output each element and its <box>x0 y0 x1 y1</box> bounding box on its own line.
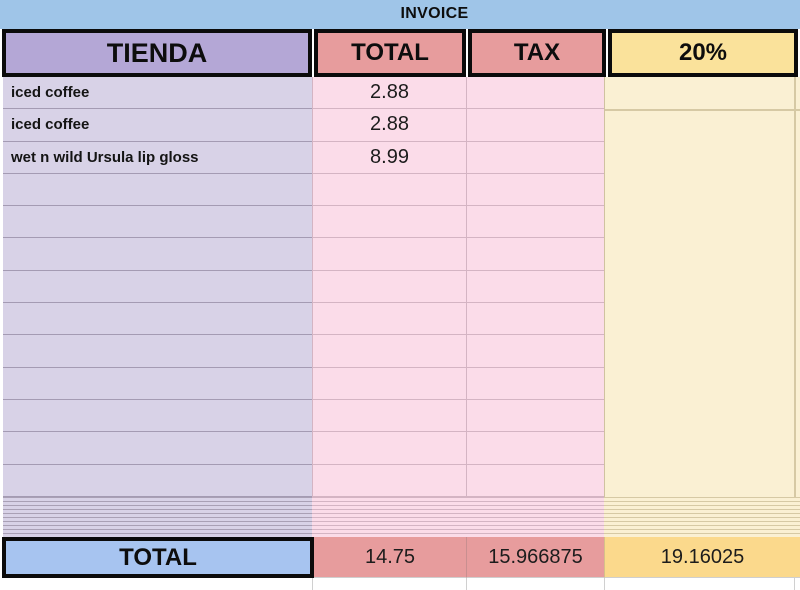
table-row: wet n wild Ursula lip gloss 8.99 <box>3 141 604 174</box>
cell-item-tax[interactable] <box>466 399 604 433</box>
header-cell-tax[interactable]: TAX <box>468 29 606 77</box>
table-row <box>3 335 604 368</box>
collapsed-rows-total[interactable] <box>312 497 466 537</box>
cell-item-total[interactable] <box>312 335 466 368</box>
cell-item-total[interactable] <box>312 399 466 433</box>
cell-item-total[interactable] <box>312 367 466 400</box>
gridline <box>794 77 796 537</box>
gridline <box>605 109 800 111</box>
summary-pct-cell[interactable]: 19.16025 <box>604 537 800 578</box>
table-row <box>3 206 604 239</box>
cell-item-tax[interactable] <box>466 77 604 110</box>
cell-item-total[interactable] <box>312 173 466 207</box>
cell-item-name[interactable] <box>3 464 312 497</box>
invoice-banner: INVOICE <box>0 0 800 29</box>
cell-item-tax[interactable] <box>466 206 604 239</box>
collapsed-rows-name[interactable] <box>3 497 312 537</box>
collapsed-rows-pct[interactable] <box>604 497 800 537</box>
header-cell-tienda[interactable]: TIENDA <box>2 29 312 77</box>
cell-item-name[interactable] <box>3 432 312 465</box>
cell-item-tax[interactable] <box>466 464 604 497</box>
cell-item-name[interactable] <box>3 206 312 239</box>
cell-item-tax[interactable] <box>466 335 604 368</box>
cell-item-tax[interactable] <box>466 238 604 271</box>
table-row <box>3 432 604 465</box>
summary-tax-cell[interactable]: 15.966875 <box>466 537 604 578</box>
cell-item-tax[interactable] <box>466 367 604 400</box>
cell-item-total[interactable]: 2.88 <box>312 109 466 142</box>
cell-item-total[interactable]: 8.99 <box>312 141 466 174</box>
cell-item-total[interactable] <box>312 270 466 304</box>
header-cell-pct[interactable]: 20% <box>608 29 798 77</box>
cell-item-tax[interactable] <box>466 141 604 174</box>
cell-item-tax[interactable] <box>466 270 604 304</box>
page-title: INVOICE <box>400 5 469 22</box>
summary-total-cell[interactable]: 14.75 <box>314 537 466 578</box>
gridline <box>794 578 795 590</box>
table-row: iced coffee 2.88 <box>3 77 604 110</box>
cell-item-total[interactable] <box>312 432 466 465</box>
spreadsheet-grid: iced coffee 2.88 iced coffee 2.88 wet n … <box>3 77 604 497</box>
cell-item-total[interactable] <box>312 238 466 271</box>
collapsed-rows-tax[interactable] <box>466 497 604 537</box>
table-row <box>3 238 604 271</box>
cell-item-name[interactable]: iced coffee <box>3 109 312 142</box>
cell-item-total[interactable] <box>312 464 466 497</box>
table-row <box>3 303 604 336</box>
cell-item-total[interactable]: 2.88 <box>312 77 466 110</box>
empty-row-below <box>0 578 800 590</box>
cell-item-name[interactable] <box>3 399 312 433</box>
cell-item-name[interactable] <box>3 270 312 304</box>
cell-item-name[interactable] <box>3 303 312 336</box>
cell-item-tax[interactable] <box>466 303 604 336</box>
table-row <box>3 367 604 400</box>
table-row: iced coffee 2.88 <box>3 109 604 142</box>
summary-row: TOTAL 14.75 15.966875 19.16025 <box>0 537 800 578</box>
cell-item-tax[interactable] <box>466 432 604 465</box>
cell-item-name[interactable]: wet n wild Ursula lip gloss <box>3 141 312 174</box>
gridline <box>312 578 313 590</box>
cell-item-name[interactable] <box>3 335 312 368</box>
cell-item-name[interactable] <box>3 173 312 207</box>
header-cell-total[interactable]: TOTAL <box>314 29 466 77</box>
table-row <box>3 173 604 207</box>
cell-item-total[interactable] <box>312 206 466 239</box>
summary-label-cell[interactable]: TOTAL <box>2 537 314 578</box>
table-header-row: TIENDA TOTAL TAX 20% <box>2 29 798 77</box>
cell-item-tax[interactable] <box>466 109 604 142</box>
table-row <box>3 270 604 304</box>
table-row <box>3 399 604 433</box>
cell-item-name[interactable] <box>3 238 312 271</box>
cell-item-total[interactable] <box>312 303 466 336</box>
gridline <box>466 578 467 590</box>
cell-item-tax[interactable] <box>466 173 604 207</box>
cell-item-name[interactable]: iced coffee <box>3 77 312 110</box>
table-row <box>3 464 604 497</box>
gridline <box>604 578 605 590</box>
pct-column-merged-cell[interactable] <box>604 77 800 497</box>
cell-item-name[interactable] <box>3 367 312 400</box>
